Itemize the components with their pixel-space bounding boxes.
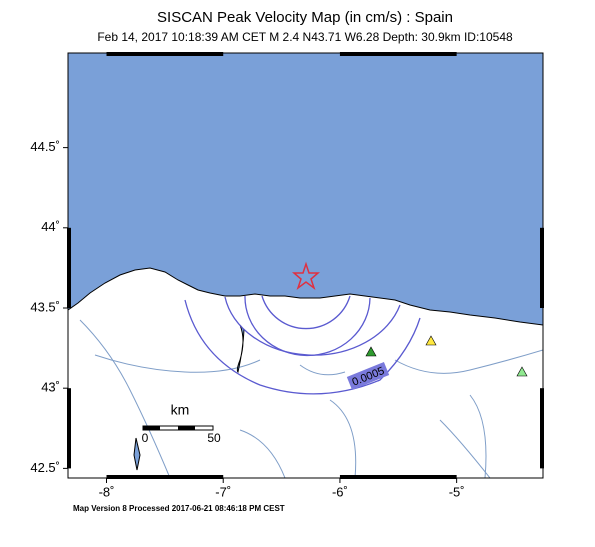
- x-tick-label: -8˚: [99, 484, 115, 499]
- river: [79, 319, 171, 478]
- frame-bar: [67, 227, 71, 308]
- map-area: 0.0005: [68, 53, 543, 478]
- reservoir: [133, 437, 141, 471]
- river: [299, 364, 346, 376]
- river: [239, 429, 286, 478]
- station: [516, 366, 528, 377]
- x-tick-label: -6˚: [332, 484, 348, 499]
- ocean: [68, 53, 543, 326]
- river: [329, 399, 357, 478]
- y-tick-label: 44˚: [41, 219, 60, 234]
- frame-bar: [540, 227, 544, 308]
- scale-end: 50: [207, 431, 221, 445]
- contour-label-bg: [346, 362, 390, 390]
- river: [94, 354, 261, 373]
- y-tick-label: 42.5˚: [30, 460, 60, 475]
- x-tick-label: -7˚: [215, 484, 231, 499]
- scale-bar-segment: [178, 426, 195, 430]
- scale-unit: km: [171, 402, 190, 418]
- epicenter: [291, 261, 321, 291]
- station: [425, 335, 437, 346]
- station: [365, 346, 377, 357]
- frame-bar: [339, 52, 457, 56]
- contour: [224, 296, 401, 356]
- y-tick-label: 43.5˚: [30, 299, 60, 314]
- scale-start: 0: [142, 431, 149, 445]
- map-footer: Map Version 8 Processed 2017-06-21 08:46…: [73, 504, 285, 513]
- scale-bar-segment: [143, 426, 160, 430]
- x-tick-label: -5˚: [449, 484, 465, 499]
- frame-bar: [339, 475, 457, 479]
- river: [469, 394, 487, 478]
- frame-bar: [67, 388, 71, 469]
- map-title: SISCAN Peak Velocity Map (in cm/s) : Spa…: [157, 9, 453, 26]
- frame-bar: [106, 475, 224, 479]
- contour: [184, 299, 421, 395]
- frame-bar: [106, 52, 224, 56]
- map-subtitle: Feb 14, 2017 10:18:39 AM CET M 2.4 N43.7…: [97, 30, 513, 44]
- frame-bar: [540, 388, 544, 469]
- y-tick-label: 44.5˚: [30, 139, 60, 154]
- y-tick-label: 43˚: [41, 380, 60, 395]
- contour: [261, 295, 351, 330]
- river: [439, 419, 491, 478]
- river: [394, 349, 543, 374]
